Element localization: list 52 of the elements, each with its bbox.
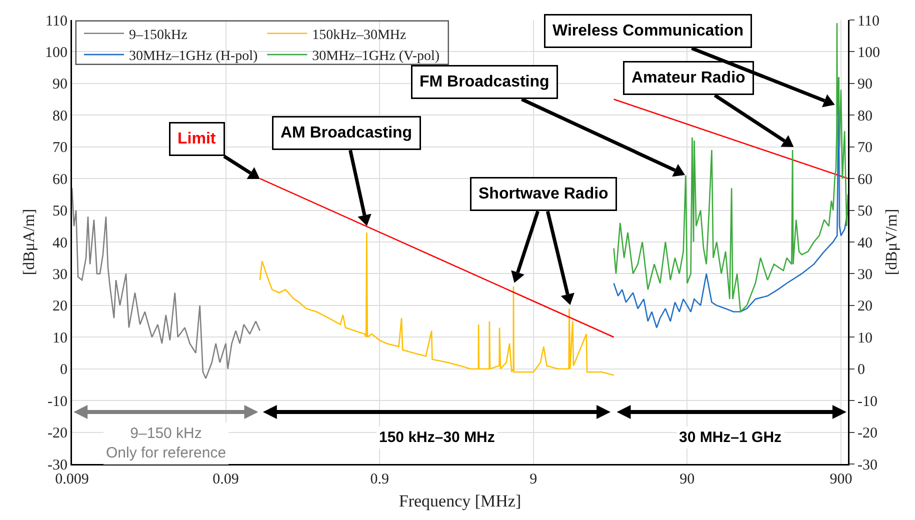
x-tick-label: 900	[830, 472, 852, 488]
y-tick-label: -10	[48, 394, 68, 410]
x-tick-label: 0.9	[370, 472, 389, 488]
y2-tick-label: 20	[858, 298, 872, 315]
y2-tick-label: 110	[858, 13, 880, 30]
annotation: FM Broadcasting	[420, 74, 550, 90]
annotation: 9–150 kHz Only for reference	[106, 425, 226, 462]
legend-label: 30MHz–1GHz (V-pol)	[312, 49, 440, 64]
y2-tick-label: 60	[858, 172, 872, 188]
legend-label: 30MHz–1GHz (H-pol)	[128, 49, 258, 64]
annotation: 30 MHz–1 GHz	[679, 429, 782, 446]
y2-tick-label: 30	[858, 266, 872, 283]
y2-tick-label: 80	[858, 108, 872, 124]
x-tick-label: 90	[680, 472, 695, 488]
legend-label: 150kHz–30MHz	[312, 28, 406, 43]
y2-tick-label: 40	[858, 235, 872, 252]
y-tick-label: 0	[60, 362, 68, 378]
y2-tick-label: 50	[858, 204, 872, 220]
y-tick-label: 100	[45, 44, 68, 61]
y2-tick-label: 90	[858, 76, 872, 93]
y2-axis-title: [dBμV/m]	[883, 208, 900, 276]
y2-tick-label: -30	[858, 457, 878, 474]
y-tick-label: -20	[48, 426, 68, 442]
x-tick-label: 9	[530, 472, 538, 488]
y2-tick-label: 0	[858, 362, 865, 378]
annotation: Limit	[178, 130, 216, 148]
y2-tick-label: -20	[858, 426, 878, 442]
annotation: Amateur Radio	[632, 70, 746, 86]
annotation: Shortwave Radio	[478, 186, 609, 202]
annotation: 150 kHz–30 MHz	[379, 429, 495, 446]
y2-tick-label: 10	[858, 330, 872, 346]
y-tick-label: -30	[48, 457, 68, 474]
y-tick-label: 20	[52, 298, 68, 315]
y-tick-label: 60	[52, 172, 68, 188]
y-tick-label: 30	[52, 266, 68, 283]
x-axis-title: Frequency [MHz]	[398, 492, 522, 511]
y2-tick-label: 70	[858, 140, 872, 156]
y-tick-label: 70	[52, 140, 68, 156]
y2-tick-label: 100	[858, 44, 880, 61]
y-tick-label: 10	[52, 330, 68, 346]
y-tick-label: 80	[52, 108, 68, 124]
y-axis-title: [dBμA/m]	[21, 208, 38, 276]
y-tick-label: 110	[46, 13, 68, 30]
y-tick-label: 50	[52, 204, 68, 220]
x-tick-label: 0.09	[212, 472, 239, 488]
y-tick-label: 90	[52, 76, 68, 93]
annotation: Wireless Communication	[552, 22, 744, 40]
legend-label: 9–150kHz	[128, 28, 188, 43]
y2-tick-label: -10	[858, 394, 878, 410]
y-tick-label: 40	[52, 235, 68, 252]
annotation: AM Broadcasting	[280, 124, 412, 142]
x-tick-label: 0.009	[55, 472, 89, 488]
